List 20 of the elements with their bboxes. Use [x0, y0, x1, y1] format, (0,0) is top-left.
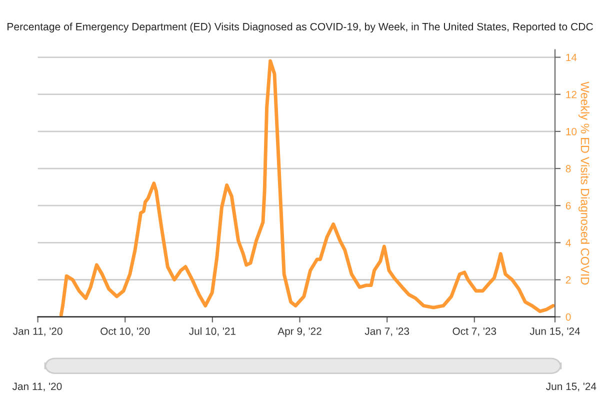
y2-tick-label: 8 [566, 165, 571, 172]
x-tick-label: Jan 11, '20 [13, 328, 62, 336]
y2-axis-title: Weekly % ED Visits Diagnosed COVID [578, 82, 590, 285]
x-tick-label: Oct 7, '23 [452, 328, 496, 336]
y2-tick-label: 2 [566, 276, 571, 284]
chart-title: Percentage of Emergency Department (ED) Visits Diagnosed as COVID-19, by Week, in The United States, Reported to CDC [8, 22, 593, 32]
y2-tick-label: 0 [566, 313, 571, 321]
x-tick-label: Jun 15, '24 [530, 328, 580, 336]
text: Jan 11, '20 [12, 382, 62, 392]
x-tick-label: Jul 10, '21 [189, 327, 236, 336]
text: Jun 15, '24 [546, 382, 596, 392]
y2-tick-label: 6 [566, 202, 571, 210]
x-tick-label: Apr 9, '22 [278, 328, 322, 337]
y2-tick-label: 4 [566, 239, 571, 246]
y2-tick-label: 12 [566, 90, 576, 98]
y2-tick-label: 14 [566, 54, 577, 62]
line-series [59, 59, 555, 317]
x-tick-label: Oct 10, '20 [100, 328, 150, 336]
y2-tick-label: 10 [566, 128, 577, 136]
x-tick-label: Jan 7, '23 [364, 328, 410, 336]
